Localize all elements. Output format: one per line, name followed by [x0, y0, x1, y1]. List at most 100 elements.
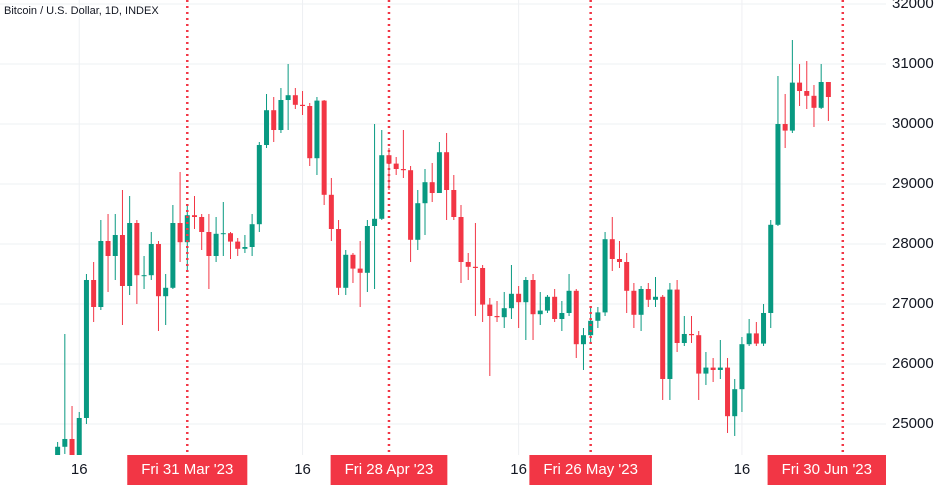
candle-body: [523, 279, 529, 303]
x-tick-label: 16: [734, 461, 751, 478]
candle-body: [321, 100, 327, 195]
candle-body: [775, 124, 781, 225]
candle-body: [393, 163, 399, 170]
candle-body: [559, 312, 565, 319]
candle-body: [112, 234, 118, 256]
y-tick-label: 25000: [892, 415, 934, 432]
marker-label-box: [330, 455, 448, 485]
candle-body: [652, 296, 658, 300]
candle-body: [667, 289, 673, 379]
candle-body: [69, 438, 75, 455]
candle-body: [235, 241, 241, 249]
candle-body: [451, 190, 457, 218]
candle-body: [278, 100, 284, 131]
candle-body: [408, 170, 414, 240]
candle-body: [249, 224, 255, 247]
candle-body: [811, 95, 817, 108]
candle-body: [508, 293, 514, 309]
candle-body: [674, 289, 680, 343]
candle-body: [616, 258, 622, 262]
y-tick-label: 29000: [892, 175, 934, 192]
candle-body: [789, 82, 795, 131]
candle-body: [544, 296, 550, 311]
candle-body: [400, 169, 406, 171]
candle-body: [501, 308, 507, 318]
candle-body: [746, 333, 752, 345]
candle-body: [55, 446, 61, 455]
x-tick-label: 16: [71, 461, 88, 478]
candle-body: [386, 155, 392, 164]
candle-body: [472, 266, 478, 268]
marker-label: Fri 30 Jun '23: [782, 461, 872, 478]
candle-body: [177, 223, 183, 243]
candle-body: [76, 417, 82, 455]
candle-body: [825, 82, 831, 98]
candle-body: [336, 228, 342, 288]
marker-label: Fri 26 May '23: [543, 461, 638, 478]
overlay: Fri 31 Mar '23 Fri 28 Apr '23 Fri 26 May '…: [127, 0, 886, 485]
y-tick-label: 31000: [892, 55, 934, 72]
candle-body: [516, 293, 522, 303]
candle-body: [444, 152, 450, 191]
candle-body: [105, 240, 111, 256]
candle-body: [782, 124, 788, 131]
candle-body: [300, 104, 306, 107]
x-tick-label: 16: [294, 461, 311, 478]
candle-body: [364, 226, 370, 273]
y-tick-label: 27000: [892, 295, 934, 312]
candle-body: [609, 239, 615, 259]
candle-body: [739, 344, 745, 390]
candle-body: [206, 231, 212, 256]
candle-body: [804, 91, 810, 96]
marker-label-box: [529, 455, 652, 485]
candle-body: [155, 243, 161, 297]
candle-body: [292, 95, 298, 105]
candle-body: [689, 333, 695, 336]
candle-body: [314, 100, 320, 159]
candle-body: [127, 223, 133, 286]
candle-body: [163, 287, 169, 297]
candle-body: [465, 261, 471, 267]
candle-body: [350, 254, 356, 269]
candle-body: [83, 279, 89, 418]
y-tick-label: 32000: [892, 0, 934, 12]
candle-body: [753, 333, 759, 344]
candle-body: [415, 203, 421, 240]
candle-body: [480, 267, 486, 305]
candle-body: [624, 261, 630, 291]
candle-body: [264, 110, 270, 146]
candle-body: [703, 367, 709, 374]
candle-body: [797, 82, 803, 92]
candle-body: [732, 389, 738, 417]
candle-body: [458, 217, 464, 262]
candle-body: [595, 312, 601, 321]
candle-body: [487, 304, 493, 316]
candle-body: [213, 233, 219, 256]
candle-body: [357, 268, 363, 273]
candle-body: [588, 320, 594, 336]
candle-body: [307, 106, 313, 159]
candle-body: [530, 279, 536, 315]
candle-body: [199, 217, 205, 232]
candle-body: [768, 224, 774, 313]
candle-body: [372, 218, 378, 227]
candle-body: [148, 243, 154, 276]
candle-body: [725, 367, 731, 417]
candle-body: [191, 215, 197, 218]
candle-body: [717, 367, 723, 370]
candle-body: [631, 290, 637, 315]
candle-body: [429, 182, 435, 194]
candle-body: [436, 152, 442, 194]
candle-body: [343, 254, 349, 288]
candle-body: [98, 240, 104, 307]
y-tick-label: 26000: [892, 355, 934, 372]
x-tick-label: 16: [510, 461, 527, 478]
candle-body: [91, 279, 97, 307]
candle-body: [242, 246, 248, 249]
chart-title: Bitcoin / U.S. Dollar, 1D, INDEX: [4, 5, 159, 17]
candle-body: [818, 82, 824, 108]
candle-body: [537, 310, 543, 315]
candles: [55, 40, 831, 455]
candle-body: [552, 296, 558, 319]
